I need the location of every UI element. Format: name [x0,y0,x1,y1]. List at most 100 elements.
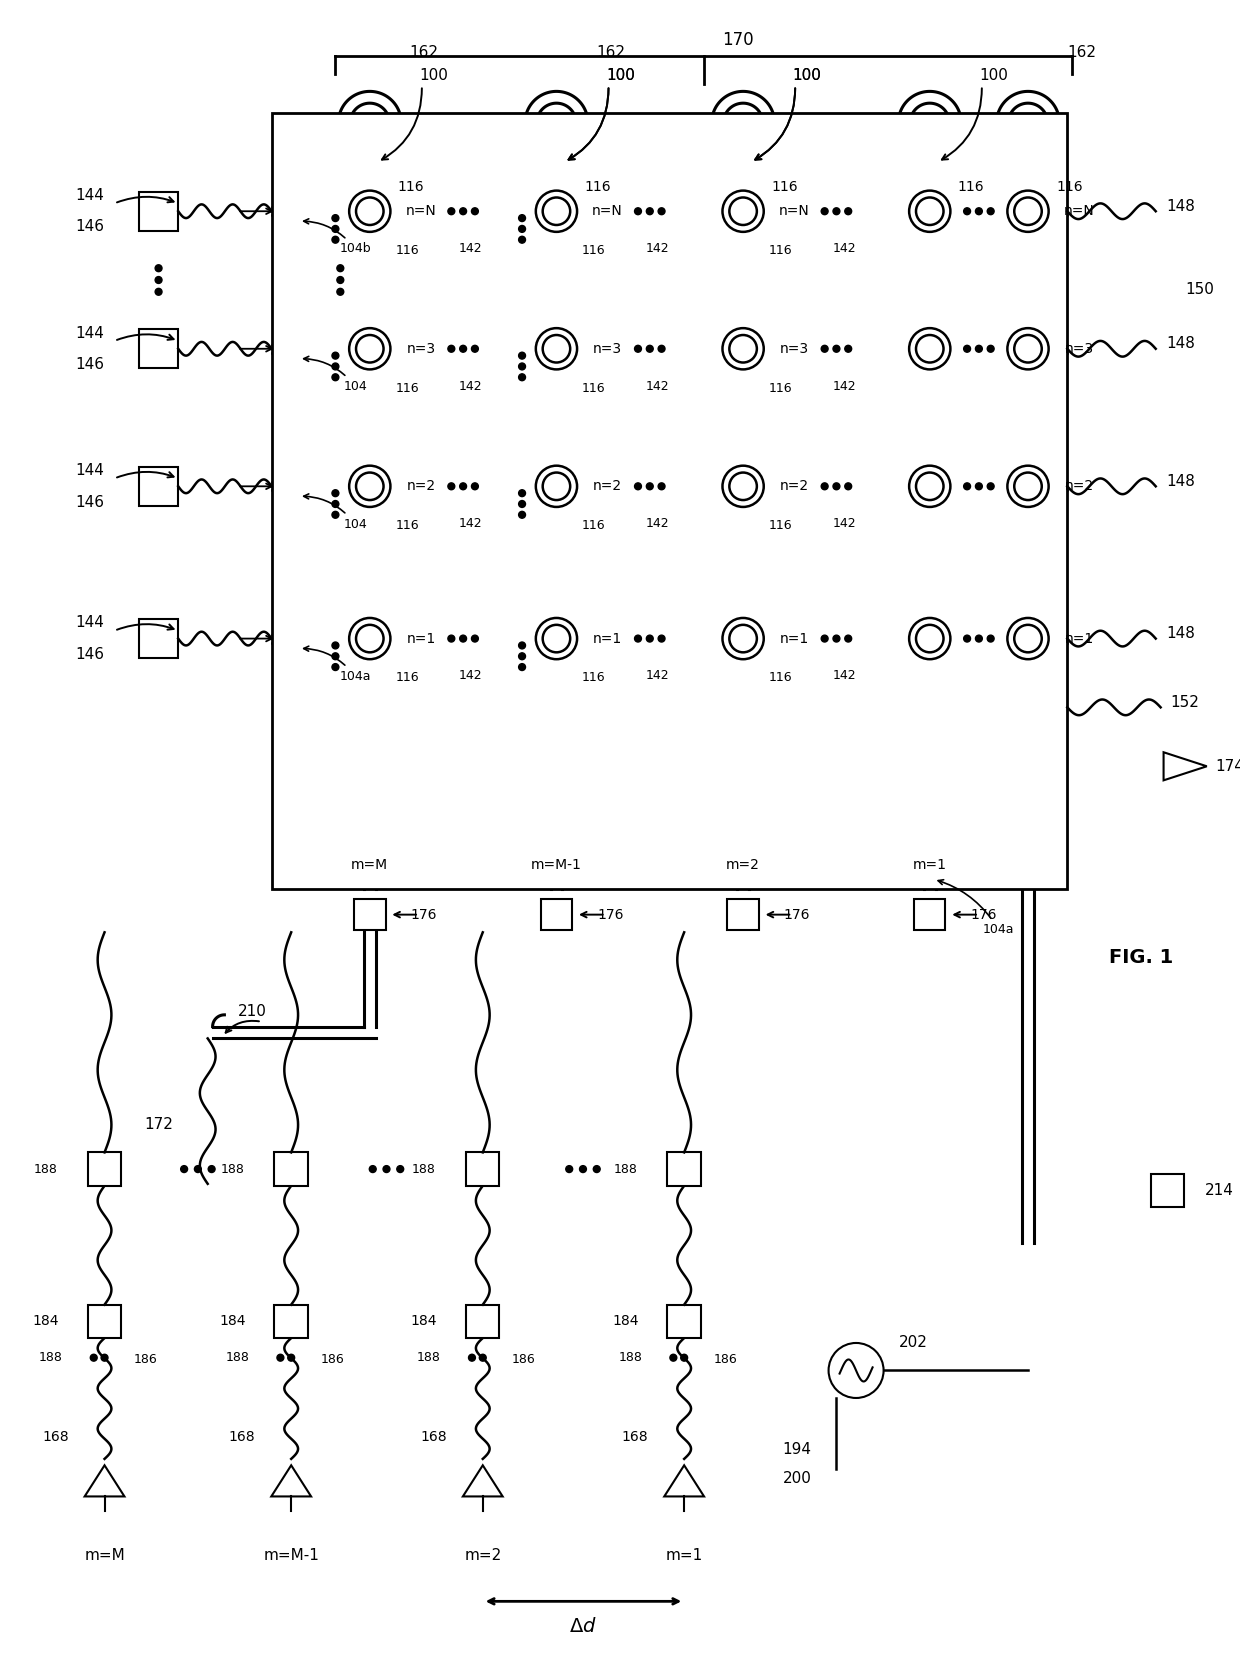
Text: 176: 176 [410,907,436,922]
Text: n=3: n=3 [780,342,808,356]
Circle shape [833,636,839,642]
Text: 184: 184 [613,1315,639,1328]
Text: 142: 142 [832,669,856,683]
Circle shape [277,1355,284,1362]
Circle shape [181,1166,187,1172]
Circle shape [460,345,466,352]
Text: 142: 142 [646,241,670,255]
Text: 144: 144 [76,463,104,478]
Circle shape [963,483,971,490]
Text: FIG. 1: FIG. 1 [1109,949,1173,968]
Text: 142: 142 [459,379,482,392]
Text: 142: 142 [459,517,482,530]
Circle shape [635,483,641,490]
Text: 144: 144 [76,325,104,340]
Text: 142: 142 [832,517,856,530]
Circle shape [460,208,466,215]
Text: n=2: n=2 [1064,480,1094,493]
Text: 116: 116 [769,671,792,684]
Text: 148: 148 [1166,337,1194,352]
Text: 184: 184 [219,1315,246,1328]
Text: 176: 176 [784,907,811,922]
Circle shape [844,483,852,490]
Circle shape [518,374,526,381]
Text: m=M: m=M [351,857,388,872]
Circle shape [448,345,455,352]
Text: 194: 194 [782,1442,812,1457]
Bar [667,1305,701,1338]
Bar [541,899,572,931]
Circle shape [635,208,641,215]
Text: 168: 168 [42,1430,68,1444]
Text: 176: 176 [598,907,624,922]
Text: n=N: n=N [593,205,622,218]
Text: 148: 148 [1166,475,1194,490]
Circle shape [518,642,526,649]
Text: 142: 142 [832,379,856,392]
Circle shape [987,483,994,490]
Text: 116: 116 [396,245,419,257]
Text: 200: 200 [782,1471,811,1486]
Bar [355,899,386,931]
Circle shape [480,1355,486,1362]
Text: 188: 188 [417,1352,440,1363]
Text: 146: 146 [76,495,104,510]
Circle shape [460,636,466,642]
Text: n=1: n=1 [780,632,808,646]
Text: 168: 168 [420,1430,446,1444]
Circle shape [976,208,982,215]
Circle shape [448,483,455,490]
Text: 100: 100 [419,69,448,84]
Text: 116: 116 [398,179,424,193]
Text: 148: 148 [1166,200,1194,215]
Circle shape [155,265,162,272]
Circle shape [963,636,971,642]
Bar [728,899,759,931]
Text: n=3: n=3 [407,342,435,356]
Circle shape [518,215,526,221]
Circle shape [844,636,852,642]
Text: m=2: m=2 [464,1548,501,1563]
Circle shape [635,636,641,642]
Text: m=M-1: m=M-1 [531,857,582,872]
Circle shape [844,208,852,215]
Circle shape [987,636,994,642]
Text: n=2: n=2 [407,480,435,493]
Bar [466,1152,500,1186]
Circle shape [337,288,343,295]
Circle shape [844,345,852,352]
Circle shape [471,636,479,642]
Text: n=3: n=3 [1064,342,1094,356]
Circle shape [976,345,982,352]
Circle shape [288,1355,295,1362]
Text: 100: 100 [606,69,635,84]
Circle shape [821,483,828,490]
Circle shape [833,208,839,215]
Bar [274,1152,308,1186]
Text: n=1: n=1 [407,632,435,646]
Circle shape [670,1355,677,1362]
Text: 146: 146 [76,357,104,372]
Text: 116: 116 [769,245,792,257]
Circle shape [821,208,828,215]
Bar [272,112,1068,889]
Circle shape [469,1355,475,1362]
Circle shape [821,636,828,642]
Circle shape [518,652,526,659]
Text: 146: 146 [76,220,104,235]
Circle shape [646,345,653,352]
Circle shape [518,362,526,371]
Text: 174: 174 [1215,758,1240,773]
Text: 144: 144 [76,188,104,203]
Text: 116: 116 [396,382,419,394]
Text: 104: 104 [304,356,367,392]
Circle shape [658,636,665,642]
Text: 148: 148 [1166,626,1194,641]
Circle shape [155,288,162,295]
Text: 162: 162 [409,45,438,60]
Circle shape [471,345,479,352]
Text: 116: 116 [769,520,792,532]
Text: 186: 186 [134,1353,157,1367]
Text: 168: 168 [621,1430,649,1444]
Text: m=2: m=2 [727,857,760,872]
